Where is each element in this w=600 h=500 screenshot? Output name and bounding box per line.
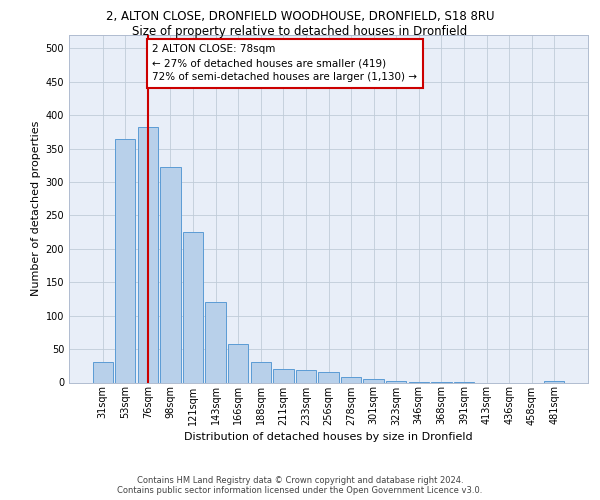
- Bar: [386, 381, 406, 382]
- Bar: [341, 377, 361, 382]
- Bar: [296, 370, 316, 382]
- Bar: [251, 362, 271, 382]
- Bar: [115, 138, 136, 382]
- Bar: [205, 302, 226, 382]
- Bar: [138, 127, 158, 382]
- Text: Size of property relative to detached houses in Dronfield: Size of property relative to detached ho…: [133, 25, 467, 38]
- Bar: [319, 372, 338, 382]
- Text: Contains public sector information licensed under the Open Government Licence v3: Contains public sector information licen…: [118, 486, 482, 495]
- X-axis label: Distribution of detached houses by size in Dronfield: Distribution of detached houses by size …: [184, 432, 473, 442]
- Y-axis label: Number of detached properties: Number of detached properties: [31, 121, 41, 296]
- Bar: [228, 344, 248, 382]
- Text: Contains HM Land Registry data © Crown copyright and database right 2024.: Contains HM Land Registry data © Crown c…: [137, 476, 463, 485]
- Bar: [273, 369, 293, 382]
- Bar: [183, 232, 203, 382]
- Bar: [544, 381, 565, 382]
- Bar: [160, 166, 181, 382]
- Text: 2 ALTON CLOSE: 78sqm
← 27% of detached houses are smaller (419)
72% of semi-deta: 2 ALTON CLOSE: 78sqm ← 27% of detached h…: [152, 44, 418, 82]
- Text: 2, ALTON CLOSE, DRONFIELD WOODHOUSE, DRONFIELD, S18 8RU: 2, ALTON CLOSE, DRONFIELD WOODHOUSE, DRO…: [106, 10, 494, 23]
- Bar: [364, 379, 384, 382]
- Bar: [92, 362, 113, 382]
